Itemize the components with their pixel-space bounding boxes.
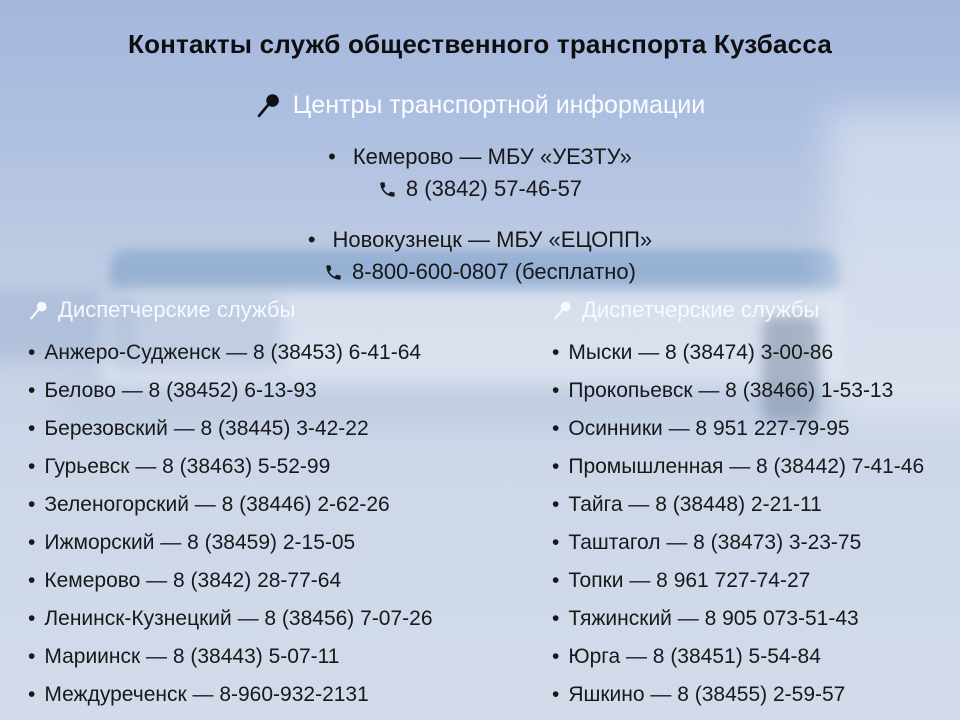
- dispatch-entry-text: Промышленная — 8 (38442) 7-41-46: [568, 455, 925, 478]
- info-center-phone: 8-800-600-0807 (бесплатно): [352, 259, 636, 284]
- dispatch-list-item: • Топки — 8 961 727-74-27: [552, 570, 952, 591]
- dispatch-list-item: • Междуреченск — 8-960-932-2131: [28, 684, 508, 705]
- bullet: •: [552, 569, 560, 592]
- dispatch-list-item: • Тяжинский — 8 905 073-51-43: [552, 608, 952, 629]
- dispatch-left-heading: Диспетчерские службы: [58, 297, 296, 322]
- dispatch-list-item: • Белово — 8 (38452) 6-13-93: [28, 380, 508, 401]
- bullet: •: [28, 379, 36, 402]
- dispatch-list-item: • Мариинск — 8 (38443) 5-07-11: [28, 646, 508, 667]
- pushpin-icon: [552, 300, 573, 321]
- page-title: Контакты служб общественного транспорта …: [128, 29, 832, 59]
- info-centers-header: Центры транспортной информации: [0, 91, 960, 120]
- info-centers-heading: Центры транспортной информации: [292, 91, 706, 119]
- dispatch-entry-text: Осинники — 8 951 227-79-95: [568, 417, 850, 440]
- dispatch-list-item: • Зеленогорский — 8 (38446) 2-62-26: [28, 494, 508, 515]
- info-center-phone-line: 8-800-600-0807 (бесплатно): [324, 259, 636, 285]
- dispatch-list-item: • Осинники — 8 951 227-79-95: [552, 418, 952, 439]
- bullet: •: [28, 683, 36, 706]
- info-center-name: Кемерово — МБУ «УЕЗТУ»: [352, 144, 632, 169]
- bullet: •: [28, 607, 36, 630]
- dispatch-list-item: • Кемерово — 8 (3842) 28-77-64: [28, 570, 508, 591]
- dispatch-list-item: • Ленинск-Кузнецкий — 8 (38456) 7-07-26: [28, 608, 508, 629]
- dispatch-entry-text: Мариинск — 8 (38443) 5-07-11: [44, 645, 340, 668]
- dispatch-entry-text: Кемерово — 8 (3842) 28-77-64: [44, 569, 342, 592]
- dispatch-entry-text: Таштагол — 8 (38473) 3-23-75: [568, 531, 862, 554]
- dispatch-entry-text: Прокопьевск — 8 (38466) 1-53-13: [568, 379, 894, 402]
- info-center-name-line: • Новокузнецк — МБУ «ЕЦОПП»: [308, 227, 652, 253]
- dispatch-list-item: • Мыски — 8 (38474) 3-00-86: [552, 342, 952, 363]
- info-centers-list: • Кемерово — МБУ «УЕЗТУ» 8 (3842) 57-46-…: [0, 144, 960, 285]
- dispatch-column-right: Диспетчерские службы • Мыски — 8 (38474)…: [552, 297, 952, 720]
- bullet: •: [552, 455, 560, 478]
- dispatch-left-header: Диспетчерские службы: [28, 297, 508, 323]
- dispatch-list-item: • Ижморский — 8 (38459) 2-15-05: [28, 532, 508, 553]
- dispatch-right-list: • Мыски — 8 (38474) 3-00-86 • Прокопьевс…: [552, 342, 952, 705]
- dispatch-column-left: Диспетчерские службы • Анжеро-Судженск —…: [28, 297, 508, 720]
- pushpin-icon: [255, 92, 282, 119]
- bullet: •: [28, 455, 36, 478]
- dispatch-list-item: • Тайга — 8 (38448) 2-21-11: [552, 494, 952, 515]
- bullet: •: [552, 683, 560, 706]
- info-center-entry: • Кемерово — МБУ «УЕЗТУ» 8 (3842) 57-46-…: [328, 144, 632, 202]
- info-center-name: Новокузнецк — МБУ «ЕЦОПП»: [332, 227, 653, 252]
- bullet: •: [552, 607, 560, 630]
- dispatch-entry-text: Юрга — 8 (38451) 5-54-84: [568, 645, 821, 668]
- info-center-entry: • Новокузнецк — МБУ «ЕЦОПП» 8-800-600-08…: [308, 227, 652, 285]
- dispatch-right-heading: Диспетчерские службы: [582, 297, 820, 322]
- dispatch-entry-text: Тайга — 8 (38448) 2-21-11: [568, 493, 822, 516]
- phone-icon: [378, 180, 397, 199]
- dispatch-entry-text: Мыски — 8 (38474) 3-00-86: [568, 341, 834, 364]
- dispatch-list-item: • Березовский — 8 (38445) 3-42-22: [28, 418, 508, 439]
- dispatch-entry-text: Ленинск-Кузнецкий — 8 (38456) 7-07-26: [44, 607, 433, 630]
- bullet: •: [28, 531, 36, 554]
- dispatch-entry-text: Тяжинский — 8 905 073-51-43: [568, 607, 859, 630]
- dispatch-entry-text: Белово — 8 (38452) 6-13-93: [44, 379, 317, 402]
- bullet: •: [28, 645, 36, 668]
- pushpin-icon: [28, 300, 49, 321]
- bullet: •: [28, 341, 36, 364]
- dispatch-left-list: • Анжеро-Судженск — 8 (38453) 6-41-64 • …: [28, 342, 508, 705]
- bullet: •: [307, 227, 316, 252]
- info-center-phone-line: 8 (3842) 57-46-57: [378, 176, 582, 202]
- dispatch-list-item: • Гурьевск — 8 (38463) 5-52-99: [28, 456, 508, 477]
- dispatch-entry-text: Междуреченск — 8-960-932-2131: [44, 683, 369, 706]
- dispatch-entry-text: Яшкино — 8 (38455) 2-59-57: [568, 683, 846, 706]
- dispatch-entry-text: Гурьевск — 8 (38463) 5-52-99: [44, 455, 331, 478]
- bullet: •: [552, 341, 560, 364]
- dispatch-list-item: • Анжеро-Судженск — 8 (38453) 6-41-64: [28, 342, 508, 363]
- dispatch-list-item: • Яшкино — 8 (38455) 2-59-57: [552, 684, 952, 705]
- bullet: •: [552, 531, 560, 554]
- dispatch-right-header: Диспетчерские службы: [552, 297, 952, 323]
- bullet: •: [552, 417, 560, 440]
- phone-icon: [324, 263, 343, 282]
- dispatch-entry-text: Топки — 8 961 727-74-27: [568, 569, 811, 592]
- bullet: •: [28, 569, 36, 592]
- bullet: •: [28, 417, 36, 440]
- bullet: •: [552, 379, 560, 402]
- bullet: •: [28, 493, 36, 516]
- dispatch-entry-text: Березовский — 8 (38445) 3-42-22: [44, 417, 369, 440]
- dispatch-list-item: • Прокопьевск — 8 (38466) 1-53-13: [552, 380, 952, 401]
- bullet: •: [552, 493, 560, 516]
- dispatch-entry-text: Ижморский — 8 (38459) 2-15-05: [44, 531, 356, 554]
- dispatch-list-item: • Юрга — 8 (38451) 5-54-84: [552, 646, 952, 667]
- info-center-phone: 8 (3842) 57-46-57: [405, 176, 583, 201]
- info-center-name-line: • Кемерово — МБУ «УЕЗТУ»: [328, 144, 632, 170]
- dispatch-list-item: • Промышленная — 8 (38442) 7-41-46: [552, 456, 952, 477]
- bullet: •: [328, 144, 336, 169]
- dispatch-entry-text: Анжеро-Судженск — 8 (38453) 6-41-64: [44, 341, 422, 364]
- dispatch-list-item: • Таштагол — 8 (38473) 3-23-75: [552, 532, 952, 553]
- bullet: •: [552, 645, 560, 668]
- dispatch-entry-text: Зеленогорский — 8 (38446) 2-62-26: [44, 493, 390, 516]
